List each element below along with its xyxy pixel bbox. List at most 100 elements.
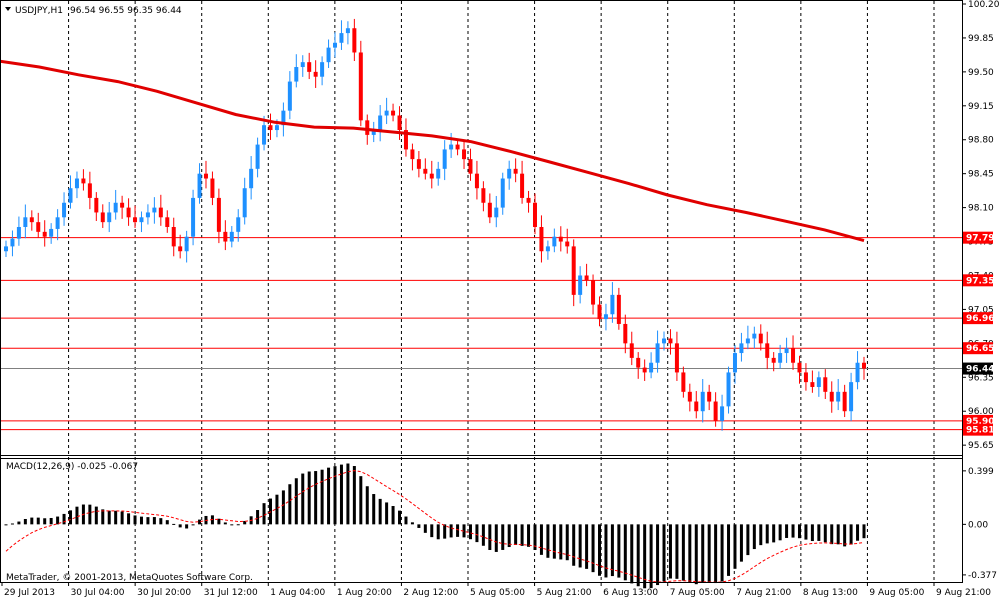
candle-body [623, 323, 628, 344]
time-tick-label: 30 Jul 04:00 [71, 588, 125, 598]
level-tag [963, 423, 993, 436]
macd-bar [314, 471, 318, 525]
current-price-label: 96.44 [966, 365, 994, 375]
candle-body [713, 401, 718, 421]
macd-bar [617, 524, 621, 578]
candle-body [739, 343, 744, 354]
candle-body [462, 149, 467, 160]
candle-body [481, 188, 486, 203]
macd-bar [436, 524, 440, 540]
price-tick-label: 96.35 [968, 373, 994, 383]
time-tick-label: 1 Aug 04:00 [270, 588, 325, 598]
macd-bar [636, 524, 640, 587]
candle-body [287, 81, 292, 111]
macd-bar [707, 524, 711, 583]
macd-bar [843, 524, 847, 547]
macd-bar [630, 524, 634, 584]
candle-body [591, 280, 596, 305]
copyright-text: MetaTrader, © 2001-2013, MetaQuotes Soft… [6, 573, 253, 583]
macd-bar [468, 524, 472, 540]
candle-body [191, 197, 196, 237]
candle-body [391, 110, 396, 116]
candle-body [352, 28, 357, 53]
time-tick-label: 2 Aug 12:00 [403, 588, 458, 598]
macd-bar [417, 524, 421, 528]
macd-bar [604, 524, 608, 578]
candle-body [184, 236, 189, 252]
macd-bar [720, 524, 724, 582]
macd-bar [572, 524, 576, 566]
candle-body [158, 207, 163, 218]
macd-bar [688, 524, 692, 583]
candle-body [403, 130, 408, 150]
price-tick-label: 98.45 [968, 170, 994, 180]
candle-body [603, 314, 608, 320]
candle-body [55, 217, 60, 229]
macd-bar [501, 524, 505, 550]
candle-body [823, 377, 828, 392]
time-tick-label: 1 Aug 20:00 [337, 588, 392, 598]
macd-bar [739, 524, 743, 562]
candle-body [539, 227, 544, 252]
candle-body [436, 168, 441, 179]
macd-bar [146, 517, 150, 525]
level-tag [963, 274, 993, 287]
macd-bar [488, 524, 492, 550]
macd-bar [133, 515, 137, 525]
candle-body [507, 168, 512, 179]
macd-bar [430, 524, 434, 538]
candle-body [558, 236, 563, 242]
time-tick-label: 7 Aug 21:00 [736, 588, 791, 598]
candle-body [339, 33, 344, 43]
macd-axis: 0.399 0.00 -0.377 [962, 467, 997, 581]
dropdown-arrow-icon[interactable] [5, 7, 11, 11]
macd-bar [456, 524, 460, 537]
candle-body [797, 362, 802, 373]
candle-body [526, 197, 531, 203]
candle-body [397, 115, 402, 131]
macd-bar [4, 524, 8, 526]
macd-bar [69, 510, 73, 525]
candle-body [16, 227, 21, 239]
candle-body [765, 343, 770, 358]
candle-body [532, 202, 537, 227]
candle-body [642, 367, 647, 373]
price-tick-label: 98.10 [968, 204, 994, 214]
macd-bar [262, 503, 266, 525]
macd-bar [88, 504, 92, 525]
macd-bar [352, 466, 356, 525]
macd-bar [849, 524, 853, 545]
candle-body [107, 212, 112, 223]
macd-bar [139, 516, 143, 525]
candle-body [565, 241, 570, 247]
macd-bar [320, 469, 324, 525]
candle-body [300, 62, 305, 68]
macd-bar [365, 486, 369, 525]
candle-body [410, 149, 415, 160]
candle-body [500, 178, 505, 208]
macd-bar [159, 518, 163, 525]
macd-bar [823, 524, 827, 543]
macd-bar [243, 520, 247, 525]
candle-body [778, 353, 783, 363]
candle-body [365, 120, 370, 135]
candle-body [520, 173, 525, 198]
candle-body [249, 168, 254, 189]
macd-bar [198, 519, 202, 525]
candle-body [791, 348, 796, 363]
macd-bar [681, 524, 685, 581]
macd-bar [610, 524, 614, 577]
candle-body [487, 202, 492, 218]
candle-body [378, 115, 383, 131]
candle-body [113, 202, 118, 213]
candle-body [616, 294, 621, 324]
time-tick-label: 9 Aug 05:00 [869, 588, 924, 598]
macd-bar [385, 502, 389, 525]
price-tick-label: 99.85 [968, 34, 994, 44]
macd-bar [10, 523, 14, 525]
candle-body [842, 391, 847, 412]
level-tag-label: 95.90 [966, 417, 994, 427]
level-tag-label: 97.35 [966, 276, 994, 286]
macd-bar [804, 524, 808, 540]
macd-bar [294, 478, 298, 525]
